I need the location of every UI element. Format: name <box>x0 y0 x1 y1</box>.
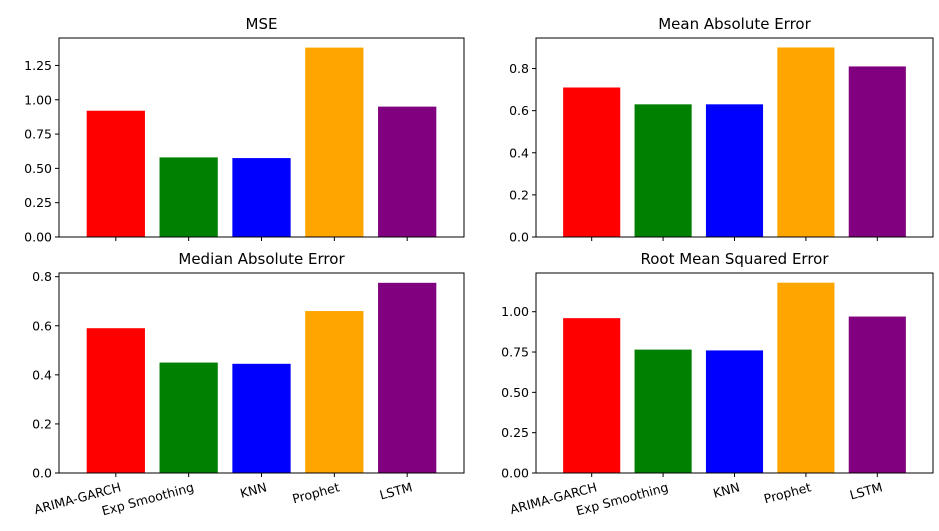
y-tick-label: 0.75 <box>24 127 52 142</box>
bar-prophet <box>305 47 364 237</box>
bar-prophet <box>305 311 364 473</box>
y-tick-label: 0.25 <box>501 425 529 440</box>
y-tick-label: 0.50 <box>24 161 52 176</box>
bar-lstm <box>378 106 437 238</box>
y-tick-label: 0.6 <box>32 318 52 333</box>
bar-exp-smoothing <box>634 349 692 473</box>
bar-lstm <box>848 66 906 238</box>
y-tick-label: 0.8 <box>32 269 52 284</box>
y-tick-label: 0.8 <box>509 61 529 76</box>
bar-prophet <box>777 282 835 473</box>
y-tick-label: 0.25 <box>24 195 52 210</box>
y-tick-label: 0.2 <box>509 187 529 202</box>
bar-knn <box>705 350 764 473</box>
bar-arima-garch <box>86 328 145 473</box>
bar-exp-smoothing <box>159 362 218 473</box>
panel-mse: 0.00 0.25 0.50 0.75 1.00 1.25 MSE <box>24 15 465 245</box>
y-tick-label: 0.00 <box>24 230 52 245</box>
y-tick-label: 1.00 <box>501 304 529 319</box>
bar-arima-garch <box>86 110 145 237</box>
y-tick-label: 1.00 <box>24 92 52 107</box>
panel-title: Root Mean Squared Error <box>640 250 829 268</box>
panel-title: Mean Absolute Error <box>658 15 811 33</box>
bar-lstm <box>378 282 437 473</box>
bar-knn <box>232 158 291 237</box>
y-tick-label: 1.25 <box>24 58 52 73</box>
y-tick-label: 0.0 <box>509 230 529 245</box>
y-tick-label: 0.4 <box>509 145 529 160</box>
bar-prophet <box>777 47 835 238</box>
bar-lstm <box>848 316 906 473</box>
y-tick-label: 0.6 <box>509 103 529 118</box>
panel-mean-absolute-error: 0.0 0.2 0.4 0.6 0.8 Mean Absolute Error <box>509 15 934 245</box>
y-tick-label: 0.0 <box>32 466 52 481</box>
bar-exp-smoothing <box>159 157 218 237</box>
y-tick-label: 0.4 <box>32 367 52 382</box>
bar-knn <box>232 363 291 473</box>
y-tick-label: 0.50 <box>501 385 529 400</box>
y-tick-label: 0.00 <box>501 466 529 481</box>
bar-knn <box>705 104 764 237</box>
panel-title: MSE <box>246 15 278 33</box>
y-tick-label: 0.75 <box>501 345 529 360</box>
x-tick-label-knn: KNN <box>711 479 741 500</box>
bar-arima-garch <box>563 318 621 473</box>
y-tick-label: 0.2 <box>32 416 52 431</box>
bar-arima-garch <box>563 87 621 238</box>
bar-exp-smoothing <box>634 104 692 237</box>
panel-title: Median Absolute Error <box>178 250 345 268</box>
x-tick-label-knn: KNN <box>238 479 268 500</box>
